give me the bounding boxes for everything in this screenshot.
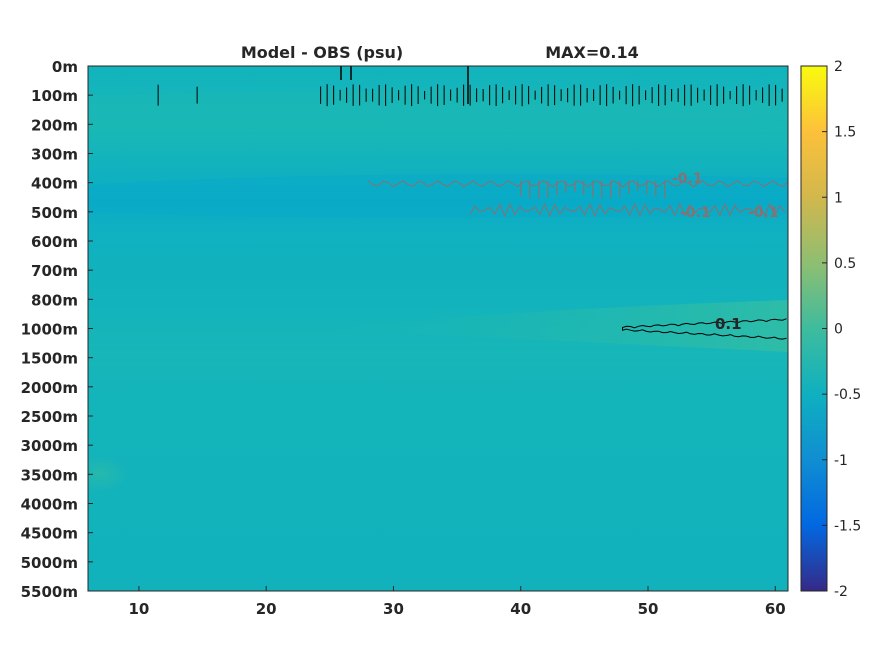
y-tick-label: 800m bbox=[31, 291, 78, 309]
colorbar-tick-label: 2 bbox=[834, 59, 843, 75]
contour-neg-upper bbox=[367, 180, 788, 188]
colorbar-tick-label: -1.5 bbox=[834, 518, 861, 534]
contour-pos-upper bbox=[622, 318, 787, 329]
x-tick-label: 10 bbox=[128, 600, 149, 618]
colorbar-tick-label: 0 bbox=[834, 322, 843, 338]
y-tick-label: 4500m bbox=[21, 525, 78, 543]
contour-label-pos: 0.1 bbox=[715, 315, 742, 333]
contour-label-neg-3: -0.1 bbox=[748, 205, 779, 221]
heatmap-field bbox=[88, 66, 788, 591]
colorbar-tick-label: -2 bbox=[834, 584, 848, 600]
x-tick-label: 30 bbox=[383, 600, 404, 618]
contour-lines bbox=[157, 66, 788, 340]
x-axis-ticks: 10 20 30 40 50 60 bbox=[128, 586, 786, 618]
y-tick-label: 4000m bbox=[21, 496, 78, 514]
colorbar-tick-label: 0.5 bbox=[834, 256, 856, 272]
y-tick-label: 600m bbox=[31, 233, 78, 251]
y-tick-label: 5000m bbox=[21, 554, 78, 572]
x-tick-label: 50 bbox=[638, 600, 659, 618]
y-tick-label: 1500m bbox=[21, 350, 78, 368]
y-tick-label: 0m bbox=[52, 58, 78, 76]
y-tick-label: 700m bbox=[31, 262, 78, 280]
y-tick-label: 200m bbox=[31, 116, 78, 134]
y-tick-label: 500m bbox=[31, 204, 78, 222]
chart-title-left: Model - OBS (psu) bbox=[241, 43, 403, 62]
colorbar-tick-label: 1 bbox=[834, 190, 843, 206]
colorbar-ticks: 2 1.5 1 0.5 0 -0.5 -1 -1.5 -2 bbox=[822, 59, 861, 600]
y-tick-label: 1000m bbox=[21, 321, 78, 339]
contour-neg-lower bbox=[469, 202, 786, 218]
y-tick-label: 3500m bbox=[21, 466, 78, 484]
y-tick-label: 300m bbox=[31, 146, 78, 164]
y-tick-label: 3000m bbox=[21, 437, 78, 455]
y-tick-label: 400m bbox=[31, 175, 78, 193]
y-tick-label: 2500m bbox=[21, 408, 78, 426]
contour-pos-lower bbox=[622, 328, 787, 340]
contour-label-neg-1: -0.1 bbox=[672, 171, 703, 187]
x-tick-label: 60 bbox=[765, 600, 786, 618]
x-tick-label: 40 bbox=[510, 600, 531, 618]
x-tick-label: 20 bbox=[256, 600, 277, 618]
y-tick-label: 100m bbox=[31, 87, 78, 105]
colorbar-tick-label: 1.5 bbox=[834, 125, 856, 141]
y-axis-ticks: 0m 100m 200m 300m 400m 500m 600m 700m 800m 1000m 1… bbox=[21, 58, 93, 601]
chart-title-right: MAX=0.14 bbox=[545, 43, 639, 62]
y-tick-label: 2000m bbox=[21, 379, 78, 397]
colorbar-tick-label: -1 bbox=[834, 453, 848, 469]
colorbar-tick-label: -0.5 bbox=[834, 387, 861, 403]
contour-label-neg-2: -0.1 bbox=[680, 205, 711, 221]
y-tick-label: 5500m bbox=[21, 583, 78, 601]
